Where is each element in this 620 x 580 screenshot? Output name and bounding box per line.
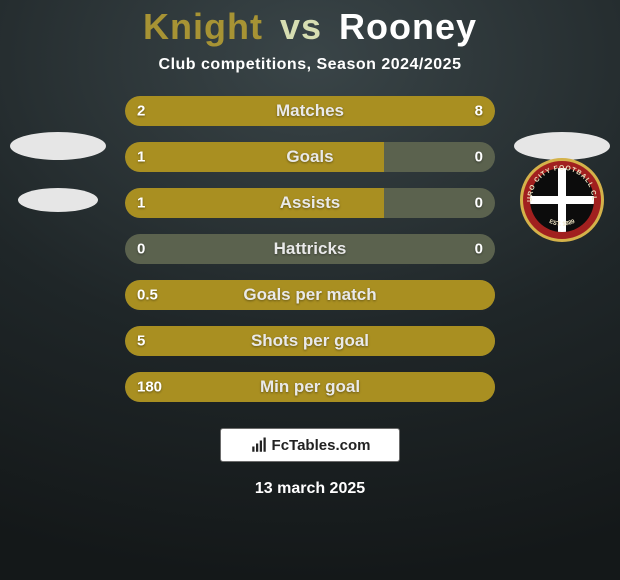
title-player1: Knight <box>143 6 263 47</box>
stat-fill-left <box>125 142 384 172</box>
club-crest-text-ring-icon: TRURO CITY FOOTBALL CLUB EST. 1889 <box>520 158 604 242</box>
stat-row: 0 0 Hattricks <box>125 234 495 264</box>
stat-value-right: 8 <box>475 103 483 120</box>
left-badge-2 <box>18 188 98 212</box>
stat-row: 2 8 Matches <box>125 96 495 126</box>
subtitle: Club competitions, Season 2024/2025 <box>159 56 462 74</box>
stat-fill-left <box>125 188 384 218</box>
stat-row: 5 Shots per goal <box>125 326 495 356</box>
stat-label: Min per goal <box>260 377 360 397</box>
stat-label: Assists <box>280 193 340 213</box>
date: 13 march 2025 <box>255 480 365 498</box>
club-crest: TRURO CITY FOOTBALL CLUB EST. 1889 <box>520 158 604 242</box>
stat-label: Matches <box>276 101 344 121</box>
stats-area: TRURO CITY FOOTBALL CLUB EST. 1889 2 8 Mat… <box>0 96 620 418</box>
stat-value-left: 1 <box>137 149 145 166</box>
stat-value-left: 180 <box>137 379 162 396</box>
svg-text:TRURO CITY FOOTBALL CLUB: TRURO CITY FOOTBALL CLUB <box>520 158 597 202</box>
stat-value-left: 0.5 <box>137 287 158 304</box>
stat-value-right: 0 <box>475 149 483 166</box>
stat-label: Shots per goal <box>251 331 369 351</box>
title-vs: vs <box>280 6 322 47</box>
stat-label: Goals <box>286 147 333 167</box>
stat-row: 0.5 Goals per match <box>125 280 495 310</box>
left-badges-2 <box>8 150 108 250</box>
stat-value-left: 1 <box>137 195 145 212</box>
stat-rows: 2 8 Matches 1 0 Goals 1 0 Assists 0 0 Hattricks 0.5 G… <box>125 96 495 402</box>
stat-value-left: 0 <box>137 241 145 258</box>
right-crest-wrap: TRURO CITY FOOTBALL CLUB EST. 1889 <box>512 150 612 250</box>
chart-icon <box>250 436 268 454</box>
stat-value-left: 2 <box>137 103 145 120</box>
title-player2: Rooney <box>339 6 477 47</box>
footer-brand-box[interactable]: FcTables.com <box>220 428 400 462</box>
stat-value-left: 5 <box>137 333 145 350</box>
page-title: Knight vs Rooney <box>143 6 477 48</box>
svg-text:EST. 1889: EST. 1889 <box>548 219 576 228</box>
stat-label: Goals per match <box>243 285 376 305</box>
content: Knight vs Rooney Club competitions, Seas… <box>0 0 620 580</box>
stat-label: Hattricks <box>274 239 347 259</box>
footer-brand-text: FcTables.com <box>272 437 371 454</box>
stat-value-right: 0 <box>475 195 483 212</box>
stat-value-right: 0 <box>475 241 483 258</box>
stat-row: 1 0 Goals <box>125 142 495 172</box>
stat-row: 1 0 Assists <box>125 188 495 218</box>
stat-row: 180 Min per goal <box>125 372 495 402</box>
stat-fill-right <box>199 96 495 126</box>
